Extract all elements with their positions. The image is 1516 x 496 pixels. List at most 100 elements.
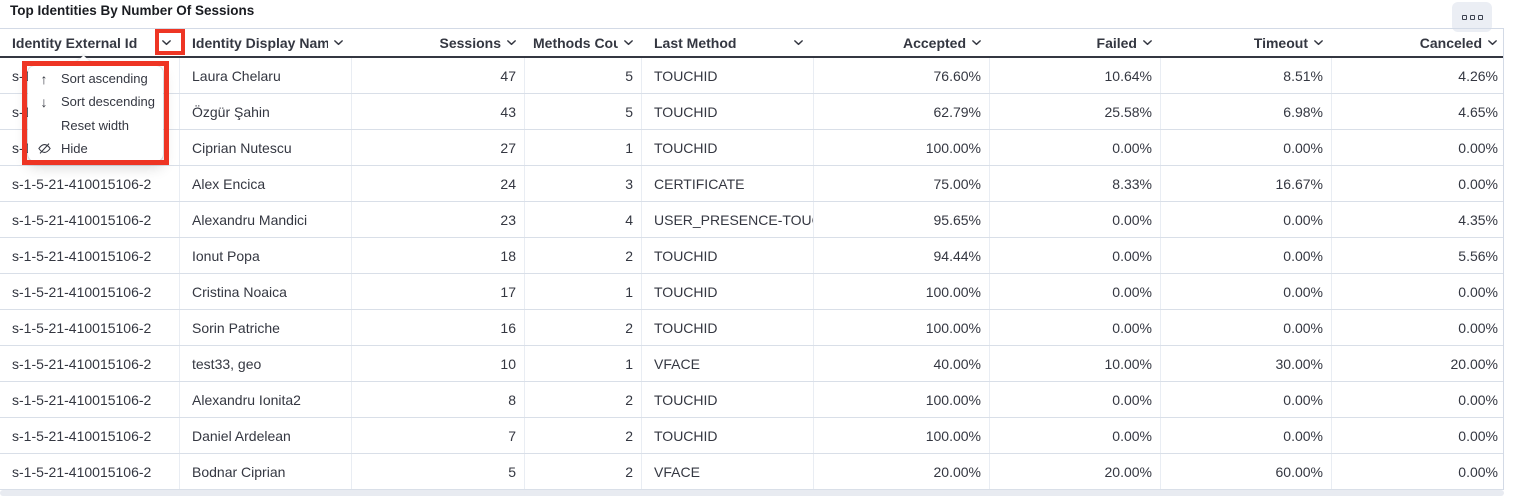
column-header-methodsCount[interactable]: Methods Count	[525, 29, 642, 56]
column-header-lastMethod[interactable]: Last Method	[642, 29, 814, 56]
column-header-label: Canceled	[1419, 34, 1482, 51]
cell-value: Cristina Noaica	[192, 283, 287, 300]
table-cell-externalId: s-1-5-21-410015106-2	[0, 202, 180, 237]
sort-chevron-icon[interactable]	[333, 37, 344, 48]
table-cell-sessions: 5	[352, 454, 525, 489]
table-cell-displayName: Cristina Noaica	[180, 274, 352, 309]
cell-value: s-1-5-21-410015106-2	[12, 355, 152, 372]
column-header-sessions[interactable]: Sessions	[352, 29, 525, 56]
horizontal-scrollbar-track	[0, 490, 1504, 496]
table-row: s-1-5-21-410015106-2 Cristina Noaica 17 1 TO…	[0, 274, 1504, 310]
cell-value: 0.00%	[1112, 211, 1152, 228]
sort-chevron-icon[interactable]	[1487, 37, 1498, 48]
table-cell-canceled: 0.00%	[1332, 382, 1504, 417]
menu-item-hide[interactable]: Hide	[28, 137, 163, 160]
cell-value: TOUCHID	[654, 67, 718, 84]
column-header-label: Last Method	[654, 34, 737, 51]
sort-chevron-icon[interactable]	[506, 37, 517, 48]
cell-value: 4	[625, 211, 633, 228]
table-cell-canceled: 0.00%	[1332, 310, 1504, 345]
column-header-accepted[interactable]: Accepted	[814, 29, 990, 56]
cell-value: 16.67%	[1275, 175, 1323, 192]
table-cell-accepted: 20.00%	[814, 454, 990, 489]
table-cell-failed: 8.33%	[990, 166, 1161, 201]
table-cell-canceled: 20.00%	[1332, 346, 1504, 381]
table-cell-displayName: Bodnar Ciprian	[180, 454, 352, 489]
table-cell-externalId: s-1-5-21-410015106-2	[0, 166, 180, 201]
table-cell-methodsCount: 2	[525, 382, 642, 417]
table-cell-methodsCount: 5	[525, 94, 642, 129]
menu-item-sort-descending[interactable]: ↓ Sort descending	[28, 90, 163, 113]
cell-value: 4.35%	[1458, 211, 1498, 228]
menu-item-reset-width[interactable]: Reset width	[28, 114, 163, 137]
table-cell-sessions: 47	[352, 58, 525, 93]
table-cell-sessions: 27	[352, 130, 525, 165]
cell-value: 47	[500, 67, 516, 84]
table-cell-lastMethod: TOUCHID	[642, 238, 814, 273]
table-cell-timeout: 30.00%	[1161, 346, 1332, 381]
cell-value: 4.65%	[1458, 103, 1498, 120]
cell-value: 5	[625, 67, 633, 84]
panel-options-button[interactable]	[1452, 2, 1492, 32]
table-row: s-1-5-21-410015106-2Özgür Şahin435TOUCHI…	[0, 94, 1504, 130]
grid-right-border	[1503, 28, 1504, 490]
table-cell-lastMethod: VFACE	[642, 454, 814, 489]
cell-value: 0.00%	[1458, 427, 1498, 444]
column-header-label: Sessions	[439, 34, 501, 51]
menu-item-label: Reset width	[61, 117, 129, 133]
menu-item-sort-ascending[interactable]: ↑ Sort ascending	[28, 67, 163, 90]
cell-value: 5	[625, 103, 633, 120]
table-cell-lastMethod: TOUCHID	[642, 274, 814, 309]
table-cell-timeout: 0.00%	[1161, 274, 1332, 309]
cell-value: 0.00%	[1283, 247, 1323, 264]
table-cell-displayName: test33, geo	[180, 346, 352, 381]
column-header-failed[interactable]: Failed	[990, 29, 1161, 56]
cell-value: 100.00%	[925, 139, 981, 156]
sort-chevron-icon[interactable]	[971, 37, 982, 48]
table-cell-lastMethod: TOUCHID	[642, 382, 814, 417]
table-cell-failed: 0.00%	[990, 274, 1161, 309]
data-grid: Identity External Id Identity Display Nam…	[0, 28, 1504, 490]
cell-value: 30.00%	[1275, 355, 1323, 372]
cell-value: 2	[625, 247, 633, 264]
cell-value: 18	[500, 247, 516, 264]
table-cell-accepted: 76.60%	[814, 58, 990, 93]
column-header-label: Accepted	[902, 34, 966, 51]
cell-value: 0.00%	[1458, 283, 1498, 300]
table-row: s-1-5-21-410015106-2Ciprian Nutescu271TO…	[0, 130, 1504, 166]
cell-value: s-1-5-21-410015106-2	[12, 319, 152, 336]
cell-value: 10	[500, 355, 516, 372]
table-cell-canceled: 0.00%	[1332, 454, 1504, 489]
cell-value: 94.44%	[933, 247, 981, 264]
column-header-label: Timeout	[1253, 34, 1308, 51]
column-header-label: Identity External Id	[12, 34, 138, 51]
cell-value: s-1-5-21-410015106-2	[12, 175, 152, 192]
sort-chevron-icon[interactable]	[1142, 37, 1153, 48]
cell-value: 0.00%	[1112, 247, 1152, 264]
table-cell-methodsCount: 2	[525, 238, 642, 273]
column-header-timeout[interactable]: Timeout	[1161, 29, 1332, 56]
column-header-externalId[interactable]: Identity External Id	[0, 29, 180, 56]
table-cell-canceled: 4.26%	[1332, 58, 1504, 93]
table-cell-lastMethod: TOUCHID	[642, 310, 814, 345]
table-cell-lastMethod: VFACE	[642, 346, 814, 381]
sort-chevron-icon[interactable]	[793, 37, 804, 48]
table-cell-sessions: 17	[352, 274, 525, 309]
menu-item-label: Sort ascending	[61, 71, 148, 87]
column-header-canceled[interactable]: Canceled	[1332, 29, 1504, 56]
table-cell-sessions: 8	[352, 382, 525, 417]
table-cell-lastMethod: TOUCHID	[642, 94, 814, 129]
sort-chevron-icon[interactable]	[623, 37, 634, 48]
table-cell-timeout: 0.00%	[1161, 418, 1332, 453]
cell-value: 27	[500, 139, 516, 156]
column-header-displayName[interactable]: Identity Display Name	[180, 29, 352, 56]
sort-chevron-icon[interactable]	[1313, 37, 1324, 48]
cell-value: TOUCHID	[654, 247, 718, 264]
column-header-label: Methods Count	[533, 34, 618, 51]
table-cell-accepted: 100.00%	[814, 130, 990, 165]
table-cell-accepted: 100.00%	[814, 274, 990, 309]
sort-chevron-icon[interactable]	[161, 37, 172, 48]
table-cell-accepted: 75.00%	[814, 166, 990, 201]
table-cell-sessions: 18	[352, 238, 525, 273]
